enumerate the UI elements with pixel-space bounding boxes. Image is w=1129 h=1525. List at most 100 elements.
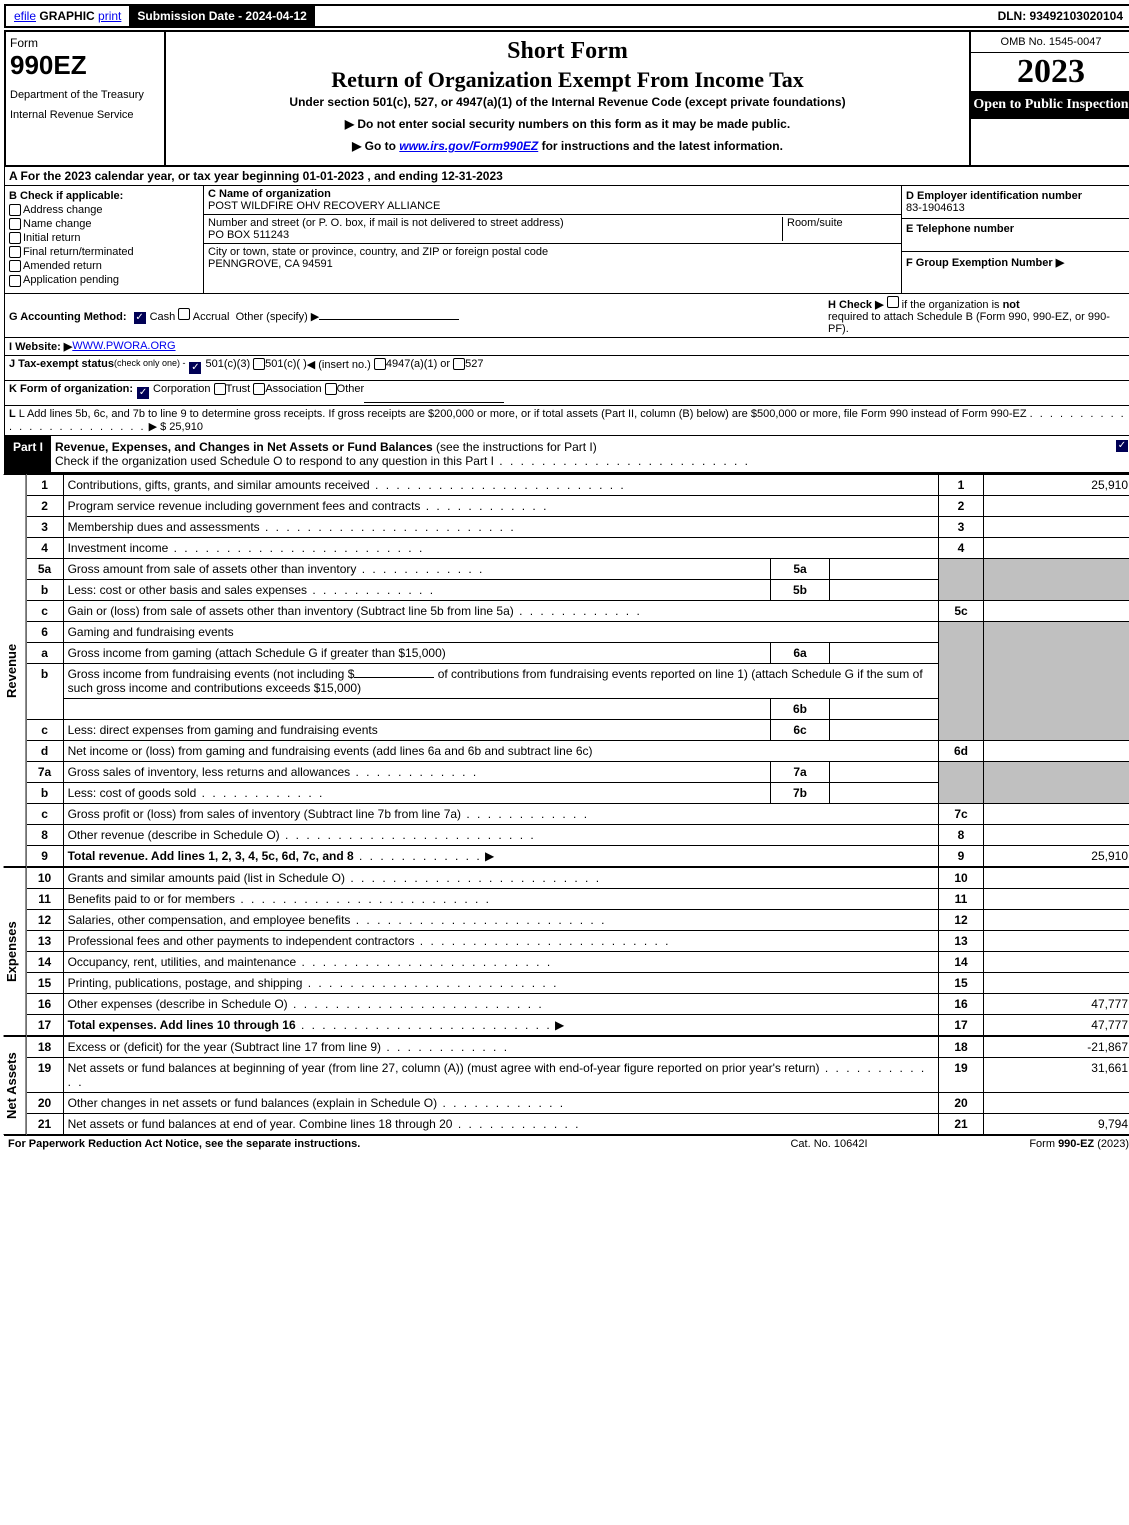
cb-name-change[interactable]: Name change xyxy=(9,218,199,230)
l6d-desc: Net income or (loss) from gaming and fun… xyxy=(63,740,938,761)
cb-amended[interactable]: Amended return xyxy=(9,260,199,272)
g-cash: Cash xyxy=(150,311,176,323)
b-title: B Check if applicable: xyxy=(9,190,199,202)
l9-amt: 25,910 xyxy=(984,845,1129,866)
j-4947: 4947(a)(1) or xyxy=(386,358,450,378)
j-note: (check only one) - xyxy=(114,358,186,378)
net-assets-section: Net Assets 18 Excess or (deficit) for th… xyxy=(4,1036,1129,1135)
dept-irs: Internal Revenue Service xyxy=(10,109,160,121)
line-5a: 5a Gross amount from sale of assets othe… xyxy=(27,558,1129,579)
l16-desc: Other expenses (describe in Schedule O) xyxy=(68,997,288,1011)
instr2-post: for instructions and the latest informat… xyxy=(538,139,783,153)
form-ref: Form 990-EZ (2023) xyxy=(929,1138,1129,1150)
l7c-desc: Gross profit or (loss) from sales of inv… xyxy=(68,807,461,821)
side-label-expenses: Expenses xyxy=(4,867,27,1036)
instruction-goto: ▶ Go to www.irs.gov/Form990EZ for instru… xyxy=(170,139,965,153)
cb-501c[interactable] xyxy=(253,358,265,370)
cb-final-return[interactable]: Final return/terminated xyxy=(9,246,199,258)
l1-desc: Contributions, gifts, grants, and simila… xyxy=(68,478,370,492)
l18-desc: Excess or (deficit) for the year (Subtra… xyxy=(68,1040,381,1054)
column-b: B Check if applicable: Address change Na… xyxy=(5,186,204,293)
line-2: 2 Program service revenue including gove… xyxy=(27,495,1129,516)
paperwork-notice: For Paperwork Reduction Act Notice, see … xyxy=(8,1138,729,1150)
cb-4947[interactable] xyxy=(374,358,386,370)
c-city-label: City or town, state or province, country… xyxy=(208,246,548,258)
row-j: J Tax-exempt status (check only one) - ✓… xyxy=(4,356,1129,381)
l19-amt: 31,661 xyxy=(984,1057,1129,1092)
cb-accrual[interactable] xyxy=(178,308,190,320)
cb-other-org[interactable] xyxy=(325,383,337,395)
cb-app-pending[interactable]: Application pending xyxy=(9,274,199,286)
cb-initial-return[interactable]: Initial return xyxy=(9,232,199,244)
line-10: 10 Grants and similar amounts paid (list… xyxy=(27,867,1129,888)
cb-h[interactable] xyxy=(887,296,899,308)
org-city: PENNGROVE, CA 94591 xyxy=(208,258,333,270)
website-link[interactable]: WWW.PWORA.ORG xyxy=(72,340,175,353)
l-arrow: ▶ $ xyxy=(149,421,167,433)
d-ein-label: D Employer identification number xyxy=(906,190,1082,202)
c-room-label: Room/suite xyxy=(787,217,843,229)
a-pre: A For the 2023 calendar year, or tax yea… xyxy=(9,169,303,183)
cb-address-change[interactable]: Address change xyxy=(9,204,199,216)
l6a-desc: Gross income from gaming (attach Schedul… xyxy=(63,642,770,663)
l9-desc: Total revenue. Add lines 1, 2, 3, 4, 5c,… xyxy=(68,849,354,863)
l7a-desc: Gross sales of inventory, less returns a… xyxy=(68,765,351,779)
d-phone-label: E Telephone number xyxy=(906,223,1014,235)
line-6d: d Net income or (loss) from gaming and f… xyxy=(27,740,1129,761)
line-18: 18 Excess or (deficit) for the year (Sub… xyxy=(27,1036,1129,1057)
column-d: D Employer identification number 83-1904… xyxy=(901,186,1129,293)
cb-527[interactable] xyxy=(453,358,465,370)
l16-amt: 47,777 xyxy=(984,993,1129,1014)
l-text: L Add lines 5b, 6c, and 7b to line 9 to … xyxy=(19,408,1027,420)
l11-desc: Benefits paid to or for members xyxy=(68,892,235,906)
l12-desc: Salaries, other compensation, and employ… xyxy=(68,913,351,927)
info-grid: B Check if applicable: Address change Na… xyxy=(4,186,1129,294)
org-street: PO BOX 511243 xyxy=(208,229,289,241)
l4-desc: Investment income xyxy=(68,541,169,555)
a-end: 12-31-2023 xyxy=(441,169,502,183)
line-13: 13 Professional fees and other payments … xyxy=(27,930,1129,951)
line-8: 8 Other revenue (describe in Schedule O)… xyxy=(27,824,1129,845)
submission-date-box: Submission Date - 2024-04-12 xyxy=(129,6,314,26)
part1-header-row: Part I Revenue, Expenses, and Changes in… xyxy=(4,436,1129,473)
line-12: 12 Salaries, other compensation, and emp… xyxy=(27,909,1129,930)
line-7a: 7a Gross sales of inventory, less return… xyxy=(27,761,1129,782)
line-16: 16 Other expenses (describe in Schedule … xyxy=(27,993,1129,1014)
row-g-h: G Accounting Method: ✓Cash Accrual Other… xyxy=(4,294,1129,338)
form-label: Form xyxy=(10,36,160,50)
subtitle: Under section 501(c), 527, or 4947(a)(1)… xyxy=(170,95,965,109)
print-link[interactable]: print xyxy=(98,9,121,23)
efile-link[interactable]: efile xyxy=(14,9,36,23)
k-assoc: Association xyxy=(265,383,321,403)
line-19: 19 Net assets or fund balances at beginn… xyxy=(27,1057,1129,1092)
k-label: K Form of organization: xyxy=(9,383,133,403)
k-other-input[interactable] xyxy=(364,383,504,403)
l14-desc: Occupancy, rent, utilities, and maintena… xyxy=(68,955,297,969)
l10-desc: Grants and similar amounts paid (list in… xyxy=(68,871,345,885)
l17-amt: 47,777 xyxy=(984,1014,1129,1035)
l15-desc: Printing, publications, postage, and shi… xyxy=(68,976,303,990)
l5c-desc: Gain or (loss) from sale of assets other… xyxy=(68,604,514,618)
c-name-label: C Name of organization xyxy=(208,188,331,200)
h-not: not xyxy=(1003,299,1020,311)
h-text: if the organization is xyxy=(902,299,1000,311)
side-label-revenue: Revenue xyxy=(4,474,27,867)
irs-gov-link[interactable]: www.irs.gov/Form990EZ xyxy=(399,139,538,153)
g-other: Other (specify) ▶ xyxy=(236,311,320,323)
cb-trust[interactable] xyxy=(214,383,226,395)
l5b-desc: Less: cost or other basis and sales expe… xyxy=(68,583,307,597)
line-11: 11 Benefits paid to or for members 11 xyxy=(27,888,1129,909)
l7b-desc: Less: cost of goods sold xyxy=(68,786,197,800)
l17-desc: Total expenses. Add lines 10 through 16 xyxy=(68,1018,296,1032)
row-i: I Website: ▶ WWW.PWORA.ORG xyxy=(4,338,1129,356)
cb-schedule-o-checked: ✓ xyxy=(1116,440,1128,452)
org-ein: 83-1904613 xyxy=(906,202,965,214)
l6b-input[interactable] xyxy=(354,677,434,678)
g-other-input[interactable] xyxy=(319,319,459,320)
instr2-pre: ▶ Go to xyxy=(352,139,399,153)
cb-assoc[interactable] xyxy=(253,383,265,395)
line-1: 1 Contributions, gifts, grants, and simi… xyxy=(27,474,1129,495)
expenses-section: Expenses 10 Grants and similar amounts p… xyxy=(4,867,1129,1036)
side-label-net-assets: Net Assets xyxy=(4,1036,27,1135)
title-return: Return of Organization Exempt From Incom… xyxy=(170,67,965,93)
